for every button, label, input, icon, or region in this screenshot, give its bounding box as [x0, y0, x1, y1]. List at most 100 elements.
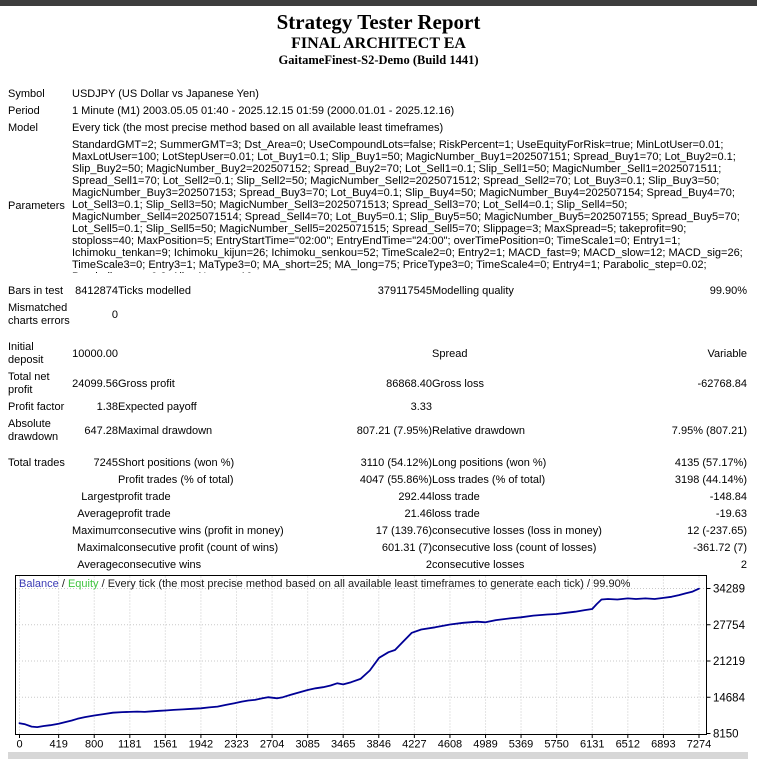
stat-label: Initial deposit — [8, 341, 44, 366]
stats-row: Profit factor 1.38 Expected payoff 3.33 — [8, 399, 747, 416]
stat-value — [308, 339, 432, 369]
window-top-edge — [0, 0, 757, 6]
stat-label: Profit trades (% of total) — [118, 474, 234, 486]
stat-value: 3.33 — [410, 401, 432, 413]
stat-value: 647.28 — [84, 424, 118, 437]
stats-row: Initial deposit 10000.00 Spread Variable — [8, 339, 747, 369]
legend-model-description: Every tick (the most precise method base… — [107, 578, 584, 590]
stat-value: 601.31 (7) — [381, 542, 432, 554]
stat-label: Total net profit — [8, 371, 50, 396]
y-tick-label: 27754 — [713, 620, 746, 632]
stats-row: Total net profit 24099.56 Gross profit 8686… — [8, 369, 747, 399]
report-title: Strategy Tester Report — [276, 10, 481, 34]
x-tick-label: 6512 — [616, 739, 640, 751]
stat-label: Relative drawdown — [432, 424, 525, 437]
x-tick-label: 4227 — [402, 739, 426, 751]
stat-label: Short positions (won %) — [118, 457, 235, 469]
stat-value: 2 — [425, 559, 432, 571]
horizontal-scrollbar[interactable] — [8, 752, 748, 759]
stat-value: 1.38 — [96, 401, 118, 413]
stat-value: 21.46 — [404, 508, 432, 520]
info-row: Parameters StandardGMT=2; SummerGMT=3; Ds… — [8, 137, 747, 275]
stat-value: -62768.84 — [697, 377, 748, 390]
info-value: Every tick (the most precise method base… — [72, 120, 747, 137]
info-value-text: USDJPY (US Dollar vs Japanese Yen) — [72, 88, 259, 100]
stat-label: Gross loss — [432, 377, 484, 390]
stat-label — [432, 399, 628, 416]
stat-value: 7.95% (807.21) — [671, 424, 748, 437]
stat-value: 3198 (44.14%) — [674, 474, 748, 486]
y-tick-label: 14684 — [713, 692, 746, 704]
legend-balance-label: Balance — [19, 578, 59, 590]
x-tick-label: 4608 — [438, 739, 462, 751]
info-row: Symbol USDJPY (US Dollar vs Japanese Yen) — [8, 86, 747, 103]
x-tick-label: 419 — [49, 739, 67, 751]
report-header: Strategy Tester Report FINAL ARCHITECT E… — [0, 10, 757, 68]
stat-value: 7245 — [93, 457, 118, 469]
stat-value: 4047 (55.86%) — [359, 474, 432, 486]
balance-chart: 0 419 800 1181 1561 1942 2323 2704 3085 3465 3846 4… — [0, 575, 757, 752]
stat-value: Maximum — [72, 525, 118, 537]
stat-value: 10000.00 — [72, 347, 118, 360]
ea-name: FINAL ARCHITECT EA — [291, 35, 466, 52]
stat-value: Largest — [81, 491, 118, 503]
stats-row: Maximum consecutive wins (profit in money… — [8, 523, 747, 540]
stat-label: consecutive losses (loss in money) — [432, 525, 602, 537]
stat-value — [628, 399, 747, 416]
stat-label — [8, 489, 72, 506]
stat-label: Expected payoff — [118, 401, 197, 413]
stat-value: 12 (-237.65) — [687, 525, 748, 537]
chart-legend: Balance / Equity / Every tick (the most … — [19, 578, 630, 590]
info-value: StandardGMT=2; SummerGMT=3; Dst_Area=0; … — [72, 137, 747, 275]
stat-label: profit trade — [118, 508, 171, 520]
stat-value: Maximal — [77, 542, 118, 554]
stat-value: 292.44 — [398, 491, 432, 503]
stat-label: Maximal drawdown — [118, 424, 213, 437]
stat-label: Modelling quality — [432, 285, 514, 297]
stats-row: Absolute drawdown 647.28 Maximal drawdown 8… — [8, 416, 747, 446]
stat-label: consecutive losses — [432, 559, 525, 571]
account-server-build: GaitameFinest-S2-Demo (Build 1441) — [278, 53, 479, 67]
stat-label — [8, 506, 72, 523]
stat-value — [628, 300, 747, 330]
stat-value — [72, 472, 118, 489]
stat-value: Average — [77, 559, 118, 571]
stat-label: consecutive profit (count of wins) — [118, 542, 279, 554]
x-tick-label: 6131 — [580, 739, 604, 751]
info-label: Symbol — [8, 88, 45, 100]
info-value: USDJPY (US Dollar vs Japanese Yen) — [72, 86, 747, 103]
stat-label: Spread — [432, 347, 468, 360]
legend-separator: / — [98, 578, 108, 590]
stats-row: Maximal consecutive profit (count of wins… — [8, 540, 747, 557]
stat-label — [432, 300, 628, 330]
info-value-text: 1 Minute (M1) 2003.05.05 01:40 - 2025.12… — [72, 105, 455, 117]
x-tick-label: 3085 — [295, 739, 319, 751]
info-value-text: StandardGMT=2; SummerGMT=3; Dst_Area=0; … — [72, 139, 743, 273]
x-tick-label: 1942 — [189, 739, 213, 751]
stats-row: Bars in test 8412874 Ticks modelled 3791175… — [8, 283, 747, 300]
info-label: Model — [8, 122, 38, 134]
stat-label: loss trade — [432, 508, 480, 520]
stat-label: Profit factor — [8, 401, 65, 413]
stat-label: consecutive wins — [118, 559, 202, 571]
stat-label: profit trade — [118, 491, 171, 503]
info-row: Model Every tick (the most precise method… — [8, 120, 747, 137]
stat-label: Loss trades (% of total) — [432, 474, 546, 486]
stat-label: consecutive loss (count of losses) — [432, 542, 597, 554]
spacer-cell — [8, 330, 747, 339]
x-tick-label: 800 — [85, 739, 103, 751]
stat-value — [308, 300, 432, 330]
x-tick-label: 7274 — [687, 739, 711, 751]
stat-label — [8, 472, 72, 489]
stat-value: 17 (139.76) — [375, 525, 432, 537]
info-label: Parameters — [8, 199, 65, 212]
stat-value: Average — [77, 508, 118, 520]
info-value-text: Every tick (the most precise method base… — [72, 122, 444, 134]
stat-label: Long positions (won %) — [432, 457, 547, 469]
x-tick-label: 5750 — [544, 739, 568, 751]
spacer-row — [8, 330, 747, 339]
stat-value: -19.63 — [715, 508, 748, 520]
x-tick-label: 0 — [16, 739, 22, 751]
stat-label — [118, 339, 308, 369]
